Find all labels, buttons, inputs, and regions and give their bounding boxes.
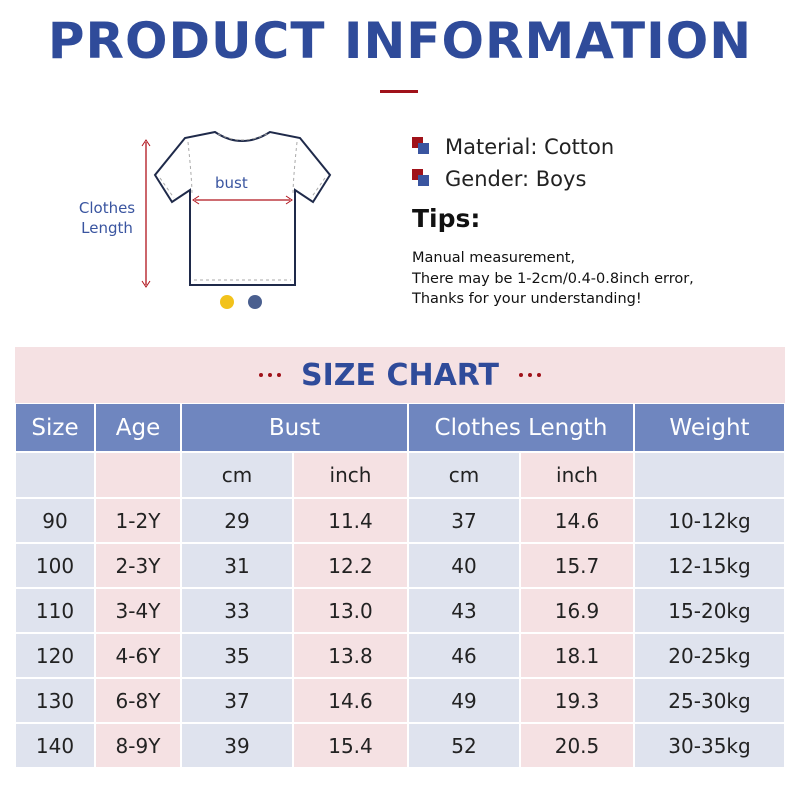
- table-cell: 6-8Y: [95, 678, 181, 723]
- table-cell: 90: [15, 498, 95, 543]
- table-cell: 25-30kg: [634, 678, 785, 723]
- tip-line: There may be 1-2cm/0.4-0.8inch error,: [412, 270, 694, 287]
- table-cell: 49: [408, 678, 520, 723]
- table-cell: 15.7: [520, 543, 634, 588]
- header-cell: Clothes Length: [408, 403, 634, 452]
- tip-line: Thanks for your understanding!: [412, 291, 642, 307]
- size-chart-title-text: SIZE CHART: [300, 357, 500, 393]
- bust-label: bust: [215, 174, 248, 192]
- header-cell: Size: [15, 403, 95, 452]
- table-cell: 2-3Y: [95, 543, 181, 588]
- subheader-cell: inch: [293, 452, 408, 498]
- table-cell: 15.4: [293, 723, 408, 768]
- subheader-cell: inch: [520, 452, 634, 498]
- table-cell: 3-4Y: [95, 588, 181, 633]
- tips: Manual measurement, There may be 1-2cm/0.…: [412, 248, 694, 310]
- info-item: Material: Cotton: [412, 135, 614, 159]
- table-cell: 14.6: [293, 678, 408, 723]
- header-cell: Age: [95, 403, 181, 452]
- table-cell: 40: [408, 543, 520, 588]
- table-cell: 18.1: [520, 633, 634, 678]
- table-cell: 31: [181, 543, 293, 588]
- length-label: Clothes Length: [78, 199, 136, 237]
- table-cell: 130: [15, 678, 95, 723]
- table-cell: 12-15kg: [634, 543, 785, 588]
- table-cell: 13.8: [293, 633, 408, 678]
- header-cell: Weight: [634, 403, 785, 452]
- title-underline: [380, 90, 418, 93]
- header-cell: Bust: [181, 403, 408, 452]
- size-chart-title: SIZE CHART: [15, 347, 785, 403]
- table-cell: 10-12kg: [634, 498, 785, 543]
- table-cell: 43: [408, 588, 520, 633]
- table-cell: 29: [181, 498, 293, 543]
- table-cell: 14.6: [520, 498, 634, 543]
- title: PRODUCT INFORMATION: [47, 12, 753, 70]
- table-cell: 110: [15, 588, 95, 633]
- table-cell: 19.3: [520, 678, 634, 723]
- table-cell: 1-2Y: [95, 498, 181, 543]
- table-cell: 33: [181, 588, 293, 633]
- table-cell: 12.2: [293, 543, 408, 588]
- table-cell: 13.0: [293, 588, 408, 633]
- info-text: Material: Cotton: [445, 135, 615, 159]
- table-cell: 30-35kg: [634, 723, 785, 768]
- table-cell: 46: [408, 633, 520, 678]
- table-cell: 8-9Y: [95, 723, 181, 768]
- subheader-cell: cm: [408, 452, 520, 498]
- tips-title: Tips:: [412, 204, 481, 233]
- empty-cell: [95, 452, 181, 498]
- table-cell: 140: [15, 723, 95, 768]
- table-cell: 15-20kg: [634, 588, 785, 633]
- subheader-cell: cm: [181, 452, 293, 498]
- table-cell: 11.4: [293, 498, 408, 543]
- info-text: Gender: Boys: [445, 167, 587, 191]
- table-cell: 37: [408, 498, 520, 543]
- table-cell: 39: [181, 723, 293, 768]
- tshirt-figure: [141, 130, 332, 309]
- table-cell: 35: [181, 633, 293, 678]
- table-cell: 4-6Y: [95, 633, 181, 678]
- info-item: Gender: Boys: [412, 167, 586, 191]
- table-cell: 37: [181, 678, 293, 723]
- table-cell: 100: [15, 543, 95, 588]
- table-cell: 16.9: [520, 588, 634, 633]
- empty-cell: [15, 452, 95, 498]
- empty-cell: [634, 452, 785, 498]
- tip-line: Manual measurement,: [412, 250, 576, 266]
- table-cell: 20.5: [520, 723, 634, 768]
- table-cell: 52: [408, 723, 520, 768]
- table-cell: 20-25kg: [634, 633, 785, 678]
- table-cell: 120: [15, 633, 95, 678]
